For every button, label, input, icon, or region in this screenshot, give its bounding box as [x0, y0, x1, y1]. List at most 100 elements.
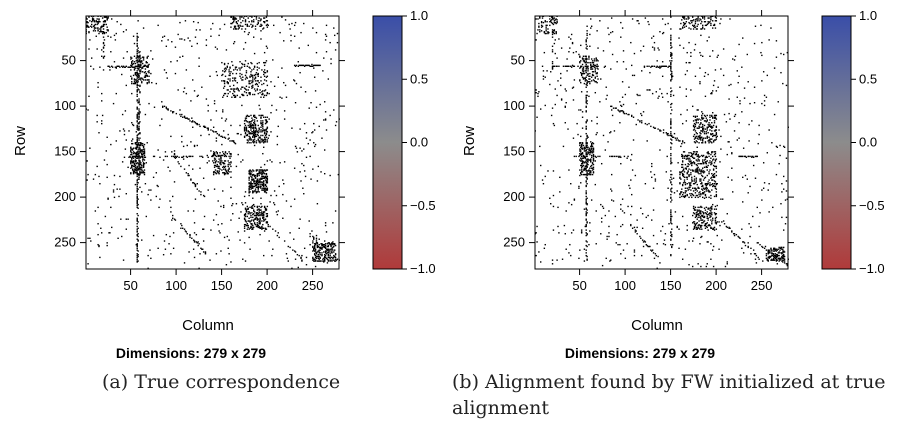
heatmap-cell: [587, 159, 589, 161]
heatmap-cell: [173, 181, 176, 183]
heatmap-cell: [251, 21, 253, 23]
heatmap-cell: [707, 152, 709, 154]
heatmap-cell: [148, 81, 150, 83]
heatmap-cell: [701, 169, 703, 171]
heatmap-cell: [257, 214, 259, 217]
heatmap-cell: [694, 187, 697, 189]
heatmap-cell: [245, 209, 248, 211]
heatmap-cell: [239, 239, 241, 241]
heatmap-cell: [586, 233, 588, 235]
heatmap-cell: [544, 104, 546, 107]
heatmap-cell: [137, 198, 139, 200]
heatmap-cell: [676, 190, 678, 192]
heatmap-cell: [590, 199, 593, 201]
heatmap-cell: [139, 157, 141, 159]
heatmap-cell: [590, 160, 592, 162]
heatmap-cell: [671, 109, 673, 111]
heatmap-cell: [263, 64, 266, 67]
heatmap-cell: [251, 171, 253, 173]
heatmap-cell: [781, 255, 783, 258]
heatmap-cell: [581, 63, 584, 66]
heatmap-cell: [699, 132, 701, 134]
heatmap-cell: [671, 173, 673, 176]
heatmap-cell: [692, 228, 695, 230]
heatmap-cell: [700, 224, 702, 227]
heatmap-cell: [754, 253, 757, 255]
heatmap-cell: [589, 170, 591, 172]
heatmap-cell: [259, 183, 261, 186]
heatmap-cell: [251, 62, 253, 65]
heatmap-cell: [215, 131, 218, 133]
heatmap-cell: [222, 152, 225, 155]
heatmap-cell: [140, 172, 142, 174]
heatmap-cell: [236, 94, 239, 97]
heatmap-cell: [564, 105, 566, 108]
heatmap-cell: [235, 88, 238, 90]
heatmap-cell: [147, 66, 149, 68]
heatmap-cell: [226, 172, 229, 175]
heatmap-cell: [770, 247, 772, 250]
heatmap-cell: [537, 18, 539, 20]
heatmap-cell: [223, 92, 226, 95]
heatmap-cell: [705, 132, 708, 135]
heatmap-cell: [627, 113, 629, 116]
heatmap-cell: [581, 148, 584, 150]
heatmap-cell: [265, 120, 268, 122]
heatmap-cell: [256, 131, 259, 133]
heatmap-cell: [163, 35, 166, 37]
heatmap-cell: [252, 131, 254, 133]
heatmap-cell: [259, 223, 261, 225]
heatmap-cell: [695, 188, 698, 190]
heatmap-cell: [581, 162, 584, 164]
heatmap-cell: [585, 97, 587, 99]
heatmap-cell: [778, 251, 780, 253]
heatmap-cell: [603, 66, 606, 68]
heatmap-cell: [313, 260, 315, 262]
heatmap-cell: [576, 122, 578, 125]
heatmap-cell: [670, 42, 672, 45]
heatmap-cell: [671, 74, 673, 77]
heatmap-cell: [163, 69, 166, 71]
heatmap-cell: [698, 227, 700, 229]
heatmap-cell: [243, 214, 246, 217]
heatmap-cell: [580, 44, 582, 47]
heatmap-cell: [253, 173, 255, 176]
heatmap-cell: [700, 219, 702, 221]
heatmap-cell: [131, 60, 134, 62]
heatmap-cell: [707, 217, 709, 219]
heatmap-cell: [252, 173, 254, 176]
heatmap-cell: [713, 114, 716, 117]
heatmap-cell: [224, 67, 227, 69]
heatmap-cell: [698, 193, 700, 196]
heatmap-cell: [298, 47, 300, 49]
heatmap-cell: [104, 16, 107, 18]
heatmap-cell: [670, 219, 672, 221]
heatmap-cell: [771, 249, 773, 251]
heatmap-cell: [770, 255, 772, 258]
heatmap-cell: [693, 225, 696, 228]
heatmap-cell: [266, 181, 269, 183]
heatmap-cell: [314, 64, 317, 67]
heatmap-cell: [694, 125, 697, 128]
heatmap-cell: [138, 116, 140, 118]
heatmap-cell: [258, 221, 260, 223]
heatmap-cell: [142, 27, 145, 29]
heatmap-cell: [266, 20, 269, 22]
heatmap-cell: [141, 155, 143, 158]
heatmap-cell: [182, 158, 185, 160]
heatmap-cell: [167, 39, 169, 41]
heatmap-cell: [262, 152, 264, 155]
heatmap-cell: [248, 80, 250, 82]
heatmap-cell: [782, 259, 784, 261]
heatmap-cell: [585, 47, 587, 49]
heatmap-cell: [711, 126, 713, 128]
heatmap-cell: [701, 174, 703, 177]
heatmap-cell: [243, 31, 246, 33]
heatmap-cell: [232, 92, 234, 95]
heatmap-cell: [585, 105, 587, 108]
heatmap-cell: [325, 231, 328, 233]
heatmap-cell: [593, 66, 596, 68]
heatmap-cell: [134, 79, 137, 81]
heatmap-cell: [86, 21, 88, 23]
heatmap-cell: [255, 128, 258, 130]
